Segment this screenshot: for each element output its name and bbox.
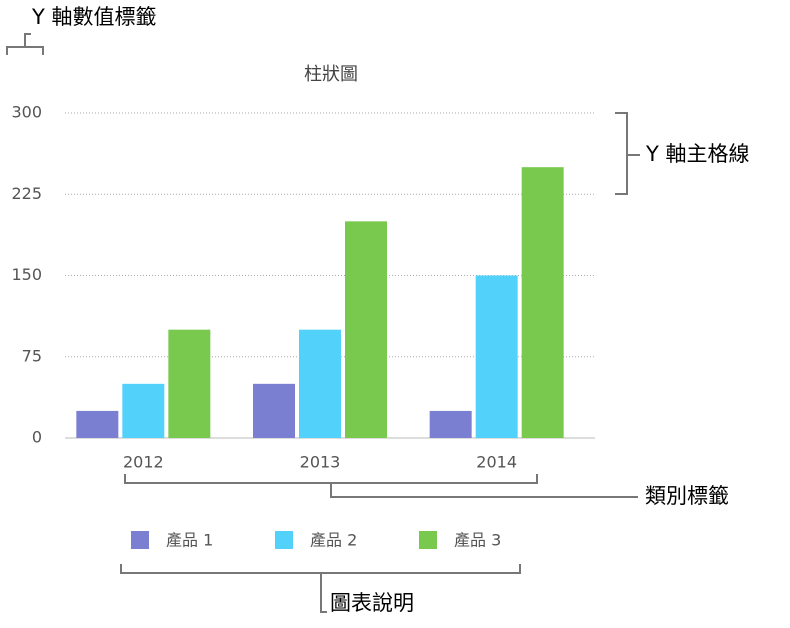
bar	[299, 329, 341, 438]
bar	[253, 383, 295, 438]
y-label-bracket	[6, 33, 44, 55]
x-tick-label: 2012	[123, 453, 164, 472]
category-bracket	[124, 474, 638, 498]
y-tick-label: 300	[11, 103, 42, 122]
legend-swatch	[131, 531, 149, 549]
bar	[76, 410, 119, 438]
x-tick-label: 2013	[300, 453, 341, 472]
legend-bracket	[120, 564, 521, 613]
x-tick-label: 2014	[476, 453, 517, 472]
y-tick-label: 225	[11, 184, 42, 203]
bar	[429, 410, 472, 438]
y-tick-label: 75	[22, 346, 42, 365]
legend-swatch	[275, 531, 293, 549]
annotation: Y 軸主格線	[645, 142, 750, 166]
annotation: Y 軸數值標籤	[31, 5, 157, 29]
bar	[168, 329, 211, 438]
legend-label: 產品 2	[310, 531, 357, 550]
annotation: 圖表說明	[330, 591, 414, 615]
legend-label: 產品 1	[166, 531, 213, 550]
bar	[122, 383, 165, 438]
bar	[475, 275, 518, 438]
chart-title: 柱狀圖	[304, 64, 358, 85]
y-tick-label: 150	[11, 265, 42, 284]
annotation: 類別標籤	[645, 484, 729, 508]
y-tick-label: 0	[32, 428, 42, 447]
legend-label: 產品 3	[454, 531, 501, 550]
bar	[521, 167, 564, 438]
legend-swatch	[419, 531, 437, 549]
grid-bracket	[615, 112, 640, 195]
bar	[345, 221, 387, 438]
